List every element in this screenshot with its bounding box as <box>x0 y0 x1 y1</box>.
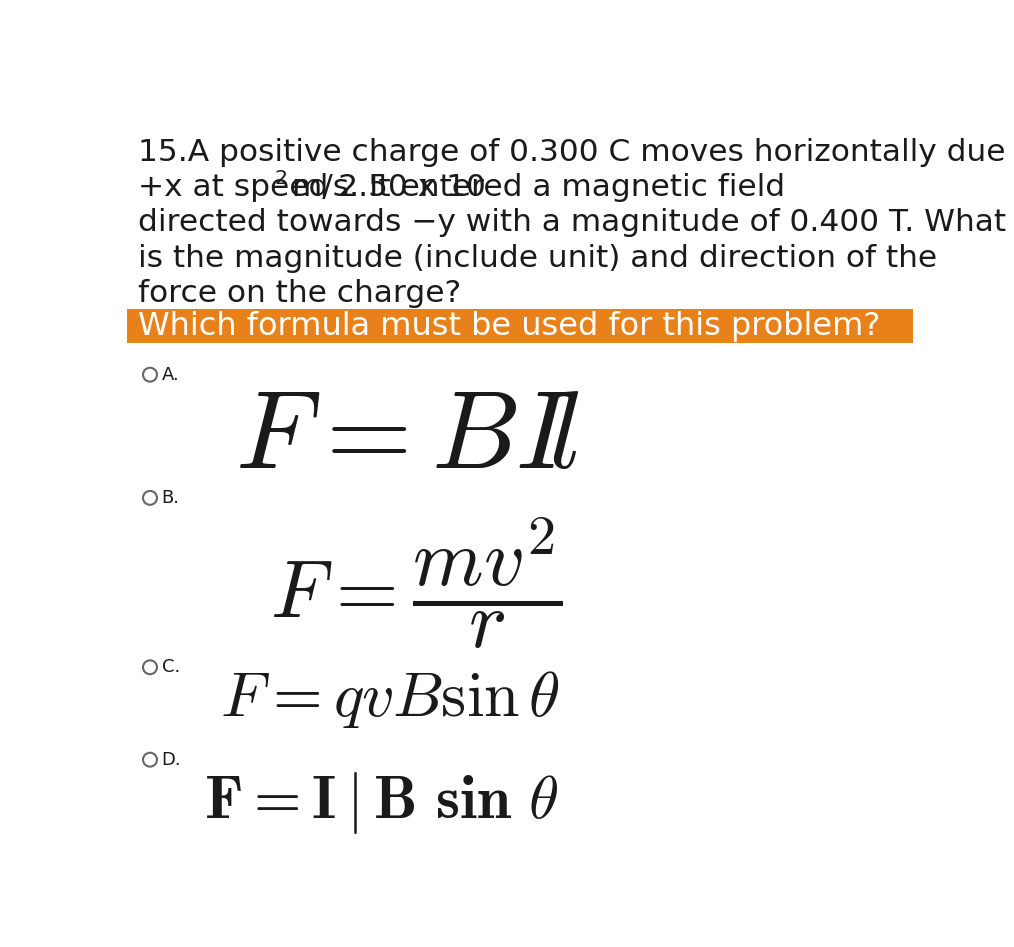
Text: D.: D. <box>161 751 182 769</box>
Text: C.: C. <box>161 658 179 676</box>
Text: m/s. It entered a magnetic field: m/s. It entered a magnetic field <box>282 173 785 202</box>
Text: directed towards −y with a magnitude of 0.400 T. What: directed towards −y with a magnitude of … <box>138 208 1007 238</box>
Text: $\mathbf{F = I \mid B\ sin\ \theta}$: $\mathbf{F = I \mid B\ sin\ \theta}$ <box>204 770 559 836</box>
Text: $\mathit{F} = \mathit{BI\!l}$: $\mathit{F} = \mathit{BI\!l}$ <box>235 384 580 491</box>
Text: 15.A positive charge of 0.300 C moves horizontally due: 15.A positive charge of 0.300 C moves ho… <box>138 137 1006 167</box>
Text: Which formula must be used for this problem?: Which formula must be used for this prob… <box>138 311 881 342</box>
Text: A.: A. <box>161 366 179 384</box>
Text: 2: 2 <box>275 170 288 188</box>
Text: force on the charge?: force on the charge? <box>138 279 461 308</box>
Text: $\mathit{F} = \dfrac{\mathit{mv}^2}{\mathit{r}}$: $\mathit{F} = \dfrac{\mathit{mv}^2}{\mat… <box>270 515 563 652</box>
Text: $\mathit{F} = \mathit{qvB}\sin\theta$: $\mathit{F} = \mathit{qvB}\sin\theta$ <box>220 668 560 730</box>
Text: B.: B. <box>161 489 179 507</box>
Bar <box>127 310 913 343</box>
Text: is the magnitude (include unit) and direction of the: is the magnitude (include unit) and dire… <box>138 243 938 273</box>
Text: +x at speed 2.50 x 10: +x at speed 2.50 x 10 <box>138 173 487 202</box>
